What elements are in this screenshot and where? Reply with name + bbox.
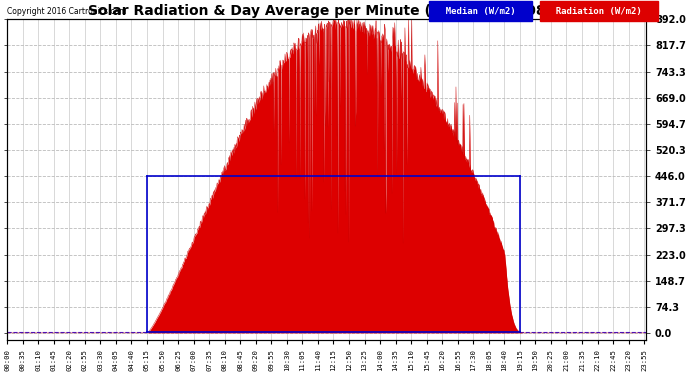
Text: Median (W/m2): Median (W/m2) — [435, 7, 526, 16]
Title: Solar Radiation & Day Average per Minute (Today) 20160814: Solar Radiation & Day Average per Minute… — [88, 4, 565, 18]
Text: Radiation (W/m2): Radiation (W/m2) — [545, 7, 653, 16]
Text: Copyright 2016 Cartronics.com: Copyright 2016 Cartronics.com — [7, 7, 127, 16]
